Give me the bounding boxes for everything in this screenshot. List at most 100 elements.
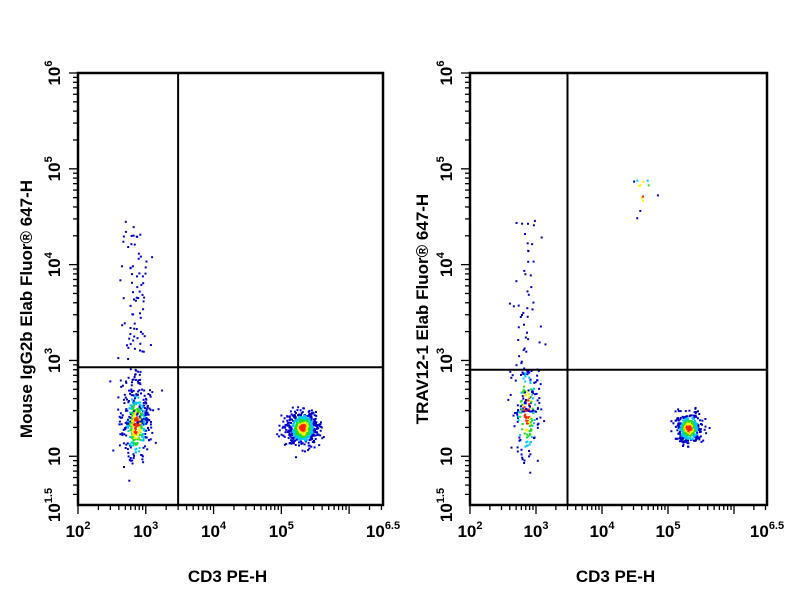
event-dot (309, 425, 312, 428)
event-dot (149, 408, 152, 411)
event-dot (680, 440, 683, 443)
event-dot (134, 423, 137, 425)
event-dot (139, 407, 142, 410)
event-dot (508, 302, 511, 305)
event-dot (138, 382, 141, 384)
event-dot (132, 403, 135, 406)
event-dot (148, 419, 151, 421)
event-dot (681, 423, 684, 426)
event-dot (124, 380, 127, 383)
event-dot (529, 379, 532, 382)
event-dot (143, 404, 146, 407)
event-dot (520, 362, 523, 365)
event-dot (517, 410, 520, 413)
event-dot (533, 381, 536, 384)
event-dot (517, 419, 520, 422)
event-dot (135, 235, 138, 238)
event-dot (295, 428, 298, 431)
event-dot (527, 293, 530, 296)
event-dot (293, 432, 296, 435)
event-dot (519, 434, 522, 437)
event-dot (133, 442, 136, 445)
event-dot (135, 416, 138, 419)
event-dot (309, 433, 312, 436)
event-dot (301, 435, 304, 438)
event-dot (525, 433, 528, 436)
event-dot (145, 417, 148, 420)
event-dot (525, 444, 528, 447)
event-dot (294, 416, 297, 419)
event-dot (683, 441, 686, 443)
event-dot (290, 442, 293, 445)
event-dot (145, 422, 148, 425)
event-dot (304, 421, 307, 424)
event-dot (144, 417, 147, 420)
event-dot (704, 425, 707, 428)
event-dot (291, 406, 294, 409)
event-dot (530, 286, 533, 289)
event-dot (145, 413, 148, 416)
event-dot (307, 449, 310, 452)
event-dot (141, 420, 144, 423)
event-dot (145, 402, 148, 405)
event-dot (695, 430, 698, 433)
event-dot (516, 450, 519, 453)
event-dot (137, 423, 140, 426)
event-dot (125, 426, 128, 429)
event-dot (515, 411, 518, 414)
event-dot (131, 273, 133, 276)
event-dot (521, 395, 524, 398)
event-dot (704, 418, 707, 420)
event-dot (295, 424, 298, 427)
event-dot (526, 331, 528, 334)
event-dot (642, 199, 644, 202)
event-dot (313, 441, 315, 444)
event-dot (277, 435, 280, 438)
event-dot (294, 439, 297, 442)
event-dot (678, 430, 681, 433)
event-dot (526, 391, 529, 393)
event-dot (127, 451, 130, 454)
event-dot (118, 420, 121, 423)
event-dot (687, 425, 690, 428)
event-dot (134, 448, 137, 451)
event-dot (303, 414, 306, 417)
event-dot (528, 455, 531, 458)
event-dot (304, 450, 306, 453)
event-dot (527, 250, 530, 253)
event-dot (538, 387, 541, 390)
event-dot (311, 437, 314, 440)
event-dot (531, 410, 534, 413)
event-dot (296, 409, 299, 412)
event-dot (315, 428, 318, 431)
event-dot (137, 257, 140, 260)
event-dot (295, 435, 298, 438)
event-dot (143, 335, 146, 338)
event-dot (127, 246, 130, 248)
event-dot (310, 428, 313, 431)
event-dot (696, 422, 698, 425)
event-dot (127, 401, 130, 404)
event-dot (530, 436, 533, 439)
event-dot (133, 438, 136, 441)
event-dot (124, 421, 127, 424)
event-dot (129, 444, 131, 447)
event-dot (130, 425, 133, 428)
event-dot (528, 404, 531, 407)
event-dot (696, 431, 699, 434)
event-dot (131, 404, 134, 407)
event-dot (139, 233, 142, 236)
event-dot (139, 342, 142, 345)
event-dot (133, 437, 136, 439)
event-dot (532, 224, 535, 227)
event-dot (289, 410, 292, 413)
event-dot (314, 434, 317, 437)
event-dot (303, 429, 306, 432)
event-dot (137, 297, 140, 300)
x-tick-label: 104 (201, 520, 227, 541)
event-dot (689, 432, 692, 435)
event-dot (289, 418, 292, 421)
event-dot (511, 374, 514, 377)
event-dot (132, 425, 135, 428)
event-dot (303, 433, 306, 436)
